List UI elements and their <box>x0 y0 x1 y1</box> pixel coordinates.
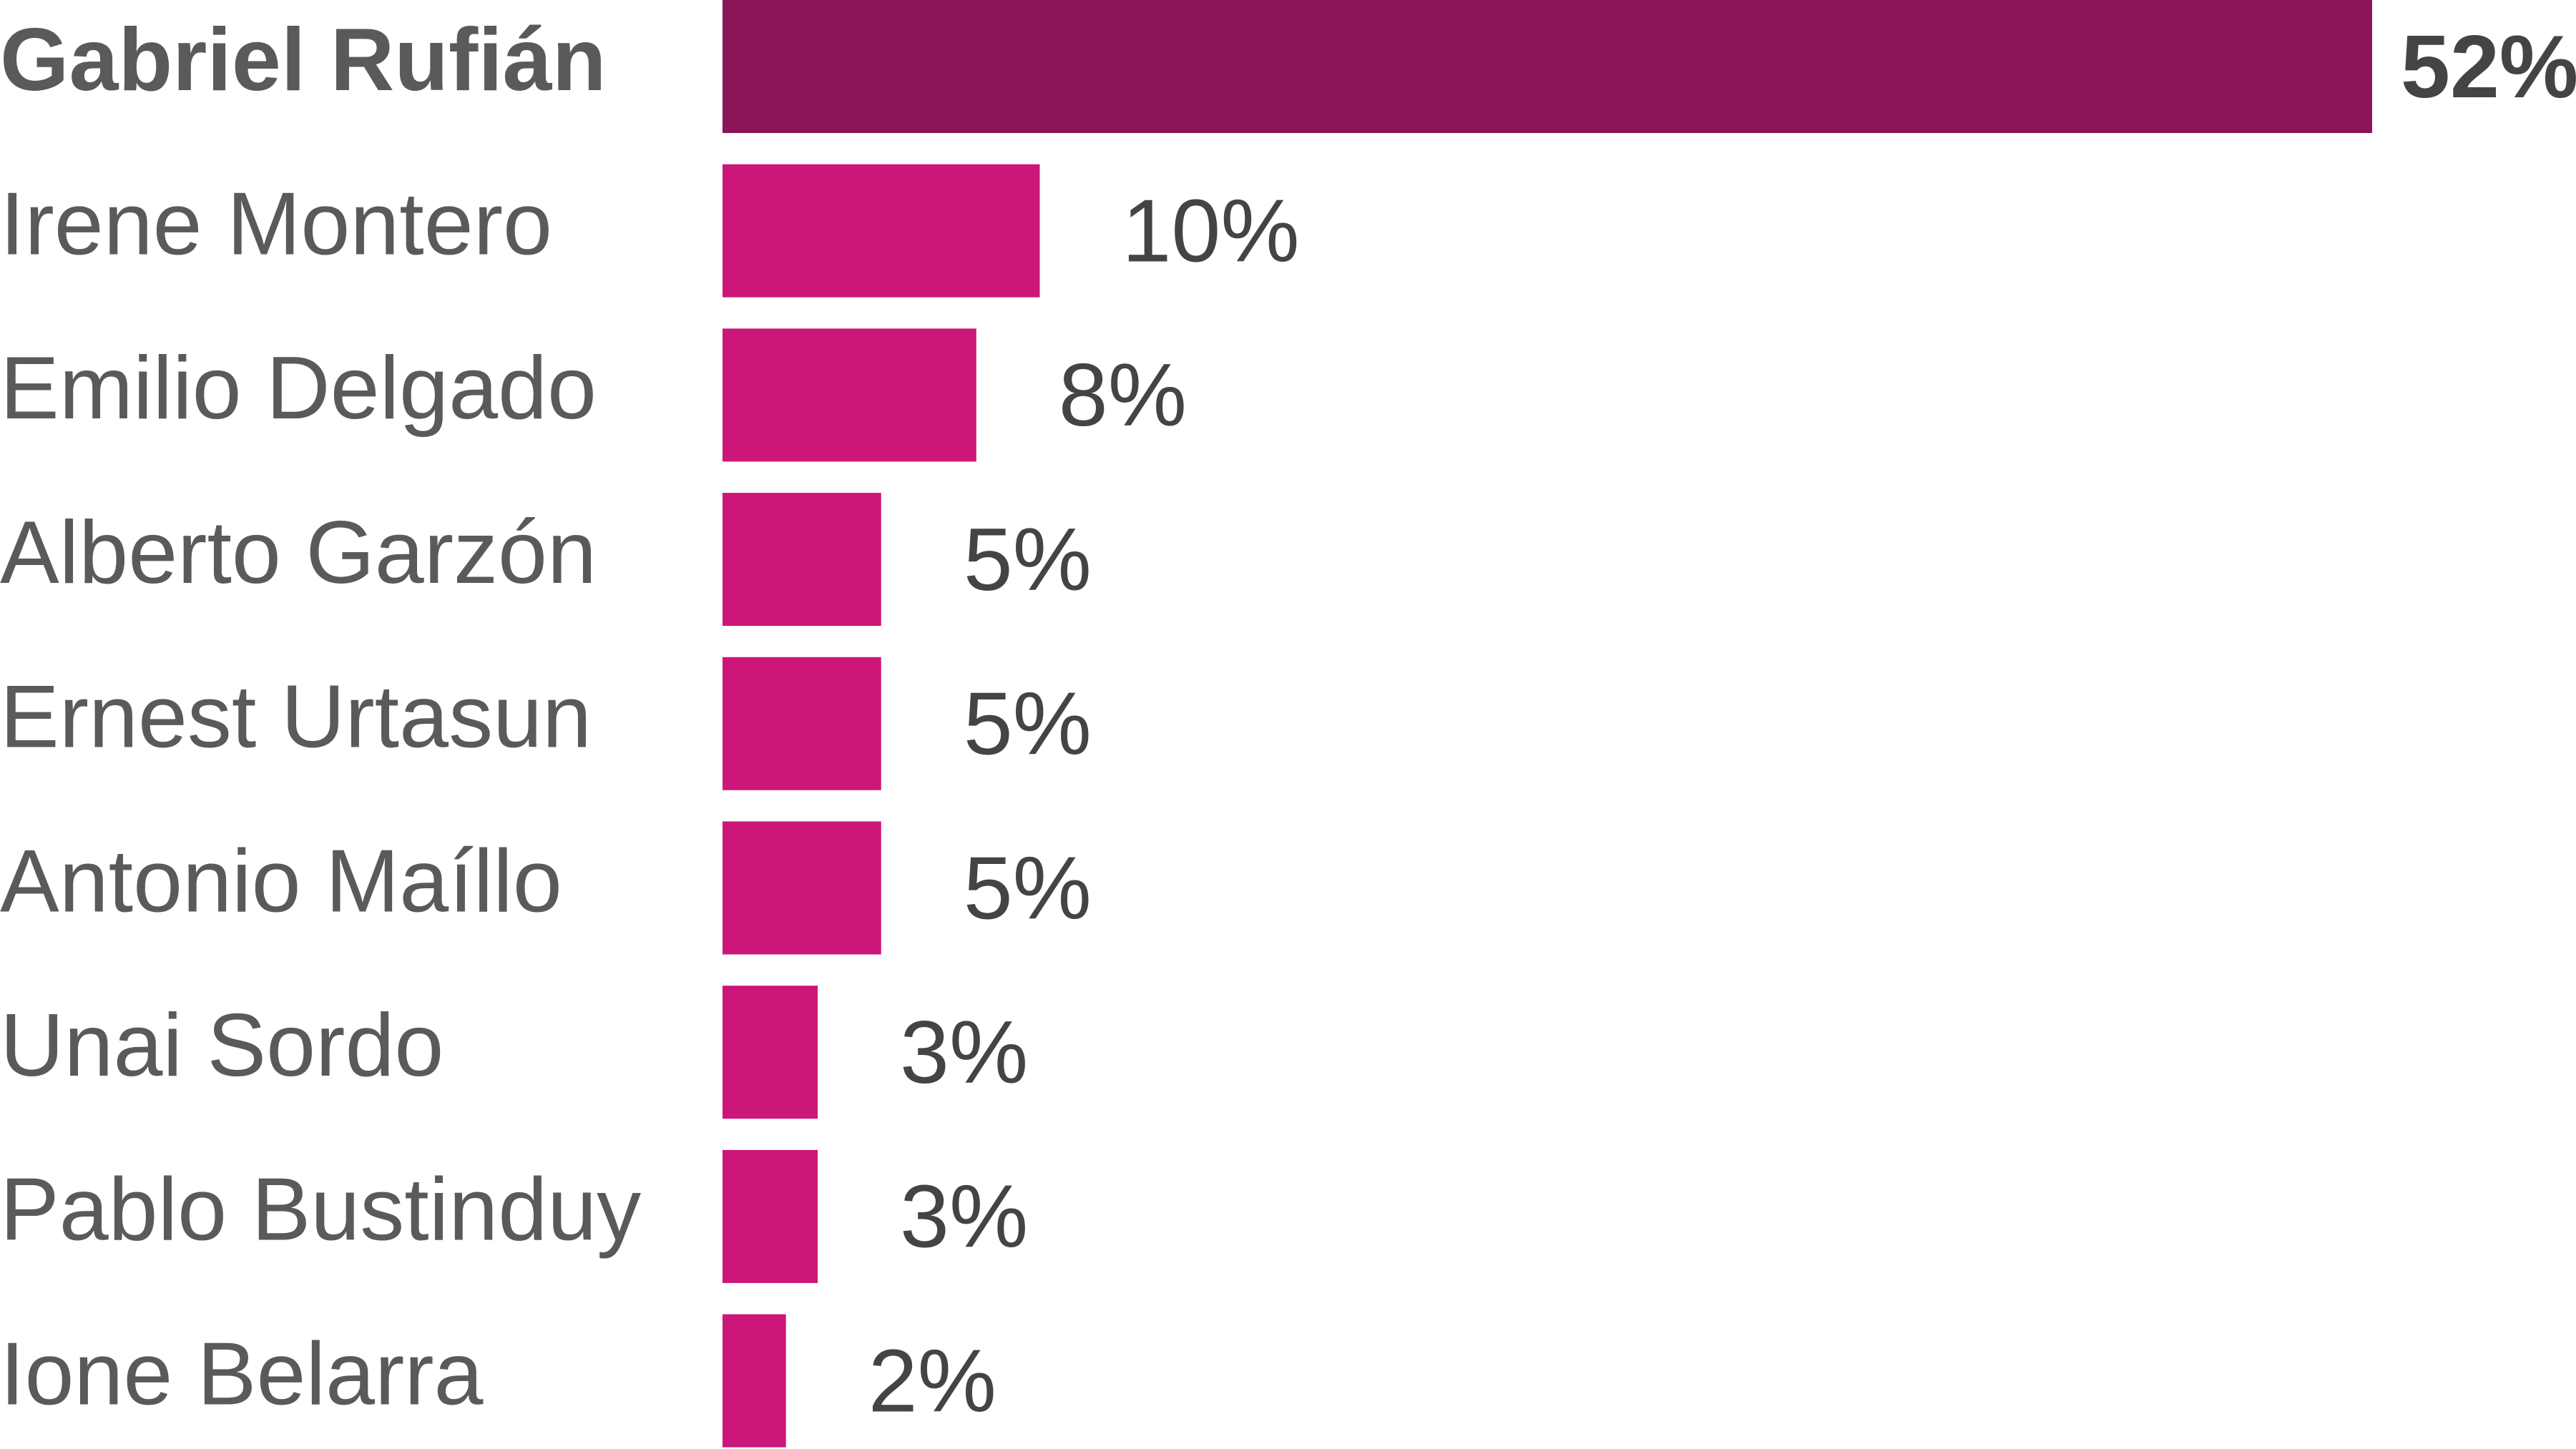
bar <box>723 0 2372 133</box>
value-label: 8% <box>1059 346 1187 445</box>
value-label: 5% <box>964 839 1092 938</box>
bar <box>723 493 881 627</box>
category-label: Gabriel Rufián <box>0 11 606 109</box>
value-label: 2% <box>868 1332 996 1430</box>
bar <box>723 1314 786 1448</box>
value-label: 52% <box>2401 18 2576 117</box>
category-label: Ernest Urtasun <box>0 668 592 767</box>
value-label: 5% <box>964 675 1092 774</box>
value-label: 3% <box>900 1003 1028 1102</box>
category-label: Ione Belarra <box>0 1325 484 1423</box>
value-label: 3% <box>900 1168 1028 1267</box>
category-label: Alberto Garzón <box>0 504 597 602</box>
category-label: Unai Sordo <box>0 996 444 1095</box>
bar <box>723 986 818 1119</box>
bar <box>723 1149 818 1283</box>
category-label: Irene Montero <box>0 175 552 273</box>
category-label: Antonio Maíllo <box>0 832 562 930</box>
bar <box>723 164 1040 298</box>
bar <box>723 821 881 955</box>
category-label: Pablo Bustinduy <box>0 1161 641 1259</box>
category-label: Emilio Delgado <box>0 339 597 438</box>
bar <box>723 657 881 790</box>
value-label: 10% <box>1122 182 1299 280</box>
value-label: 5% <box>964 511 1092 609</box>
bar <box>723 328 976 462</box>
